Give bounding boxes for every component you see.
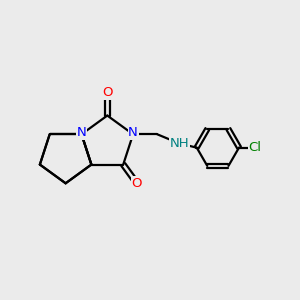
Text: Cl: Cl [248, 141, 262, 154]
Text: O: O [102, 86, 112, 99]
Text: O: O [131, 177, 142, 190]
Text: N: N [128, 126, 138, 139]
Text: N: N [77, 126, 86, 139]
Text: NH: NH [169, 136, 189, 150]
